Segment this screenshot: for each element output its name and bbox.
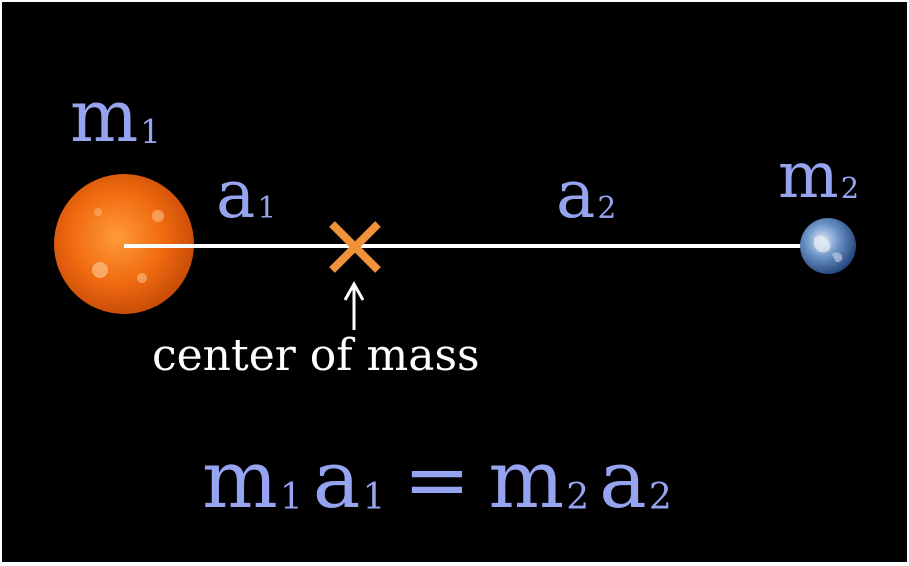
eq-left-dist: a (312, 433, 361, 526)
distance1-label: a1 (216, 156, 277, 233)
eq-left-mass-sub: 1 (279, 476, 303, 518)
eq-left-mass: m (202, 433, 278, 526)
eq-right-dist-sub: 2 (648, 476, 672, 518)
mass2-subscript: 2 (840, 171, 860, 206)
mass2-label: m2 (778, 139, 860, 213)
mass1-label: m1 (70, 74, 161, 158)
eq-right-mass-sub: 2 (566, 476, 590, 518)
distance2-subscript: 2 (597, 191, 617, 227)
mass1-subscript: 1 (140, 112, 161, 151)
balance-equation: m1 a1 = m2 a2 (202, 440, 672, 520)
center-of-mass-caption: center of mass (152, 330, 480, 381)
eq-right-mass: m (488, 433, 565, 526)
distance1-subscript: 1 (257, 191, 277, 227)
eq-left-dist-sub: 1 (362, 476, 386, 518)
earth-image (800, 218, 856, 274)
distance2-label: a2 (556, 156, 617, 233)
x-mark-icon (329, 221, 381, 273)
eq-equals-sign: = (403, 433, 471, 526)
eq-right-dist: a (599, 433, 647, 526)
up-arrow-icon (343, 280, 365, 330)
